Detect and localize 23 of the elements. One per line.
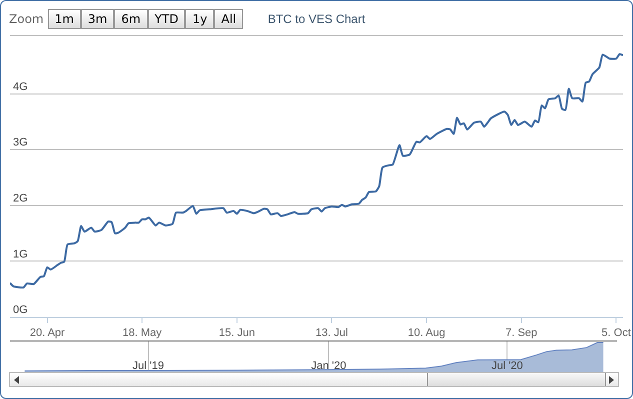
- y-tick-label: 0G: [13, 304, 28, 316]
- x-tick-label: Jul '20: [491, 360, 523, 372]
- annotation: Zoom: [9, 12, 44, 26]
- annotation: YTD: [148, 9, 186, 29]
- y-tick-label: 3G: [13, 136, 28, 149]
- y-tick-label: 2G: [13, 192, 28, 205]
- annotation: 6m: [114, 9, 148, 29]
- annotation: 1m: [48, 9, 81, 29]
- x-tick-label: Jul '19: [132, 360, 164, 372]
- y-tick-label: 4G: [13, 80, 28, 93]
- x-tick-label: 13. Jul: [316, 327, 348, 340]
- x-tick-label: 10. Aug: [408, 327, 446, 340]
- annotation: All: [214, 9, 244, 29]
- text: BTC to VES Chart: [268, 12, 366, 26]
- x-tick-label: 18. May: [122, 327, 162, 340]
- x-tick-label: 20. Apr: [30, 327, 66, 340]
- x-tick-label: 7. Sep: [505, 327, 538, 340]
- y-tick-label: 1G: [13, 248, 28, 260]
- x-tick-label: 5. Oct: [602, 327, 631, 340]
- x-tick-label: 15. Jun: [218, 327, 255, 340]
- annotation: 3m: [80, 9, 114, 29]
- x-tick-label: Jan '20: [311, 360, 346, 372]
- annotation: 1y: [185, 9, 214, 29]
